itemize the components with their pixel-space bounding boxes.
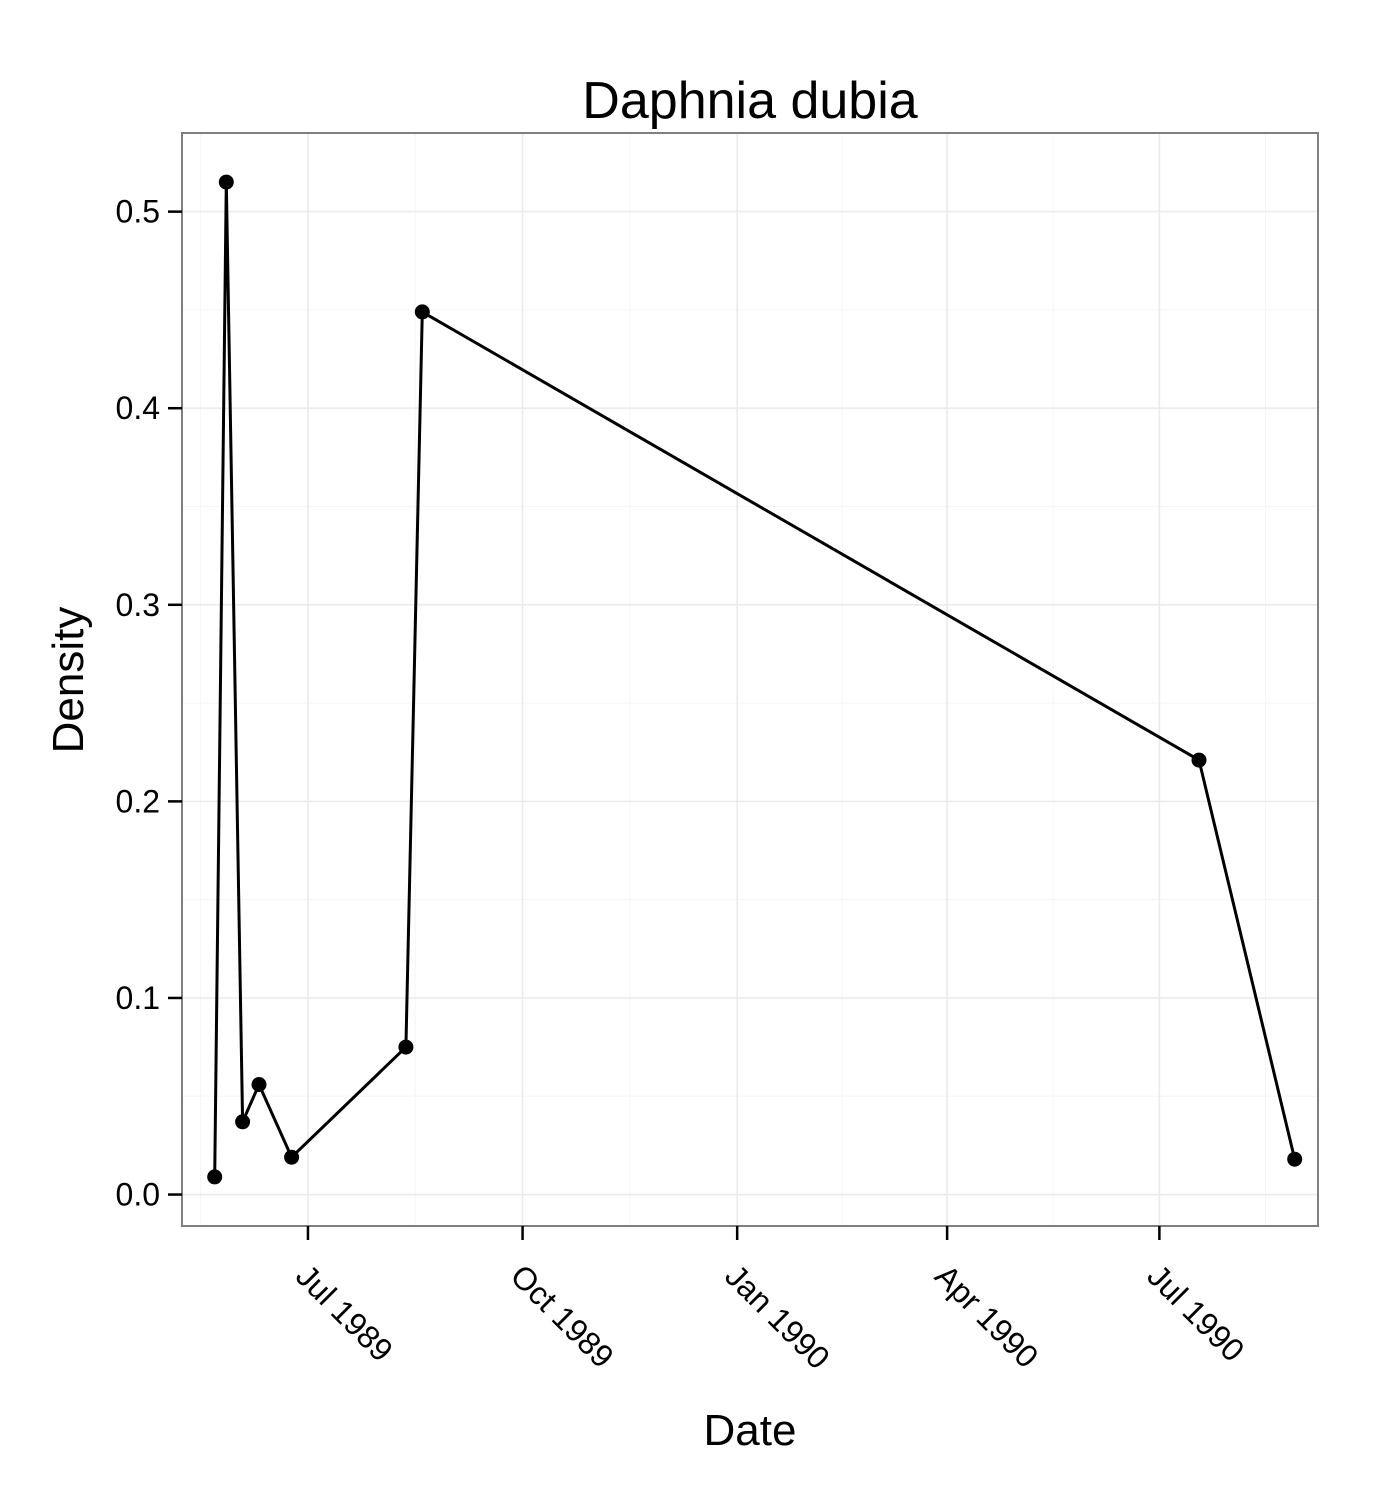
y-axis: 0.0 0.1 0.2 0.3 0.4 0.5 (116, 194, 182, 1213)
y-tick-label: 0.3 (116, 587, 160, 623)
data-point (251, 1077, 267, 1092)
data-point (207, 1169, 223, 1185)
data-point (235, 1114, 251, 1130)
major-grid (182, 133, 1318, 1226)
data-point (398, 1039, 414, 1055)
plot-panel (181, 132, 1319, 1227)
y-tick-label: 0.1 (116, 980, 160, 1016)
x-axis-title: Date (704, 1406, 797, 1455)
panel-background (182, 133, 1318, 1226)
data-point (1191, 752, 1207, 768)
chart-title: Daphnia dubia (582, 72, 917, 130)
y-tick-label: 0.0 (116, 1177, 160, 1213)
data-point (284, 1149, 300, 1165)
panel-border (181, 132, 1319, 1227)
data-point (218, 174, 234, 190)
y-axis-title: Density (44, 607, 93, 754)
data-point (1287, 1151, 1303, 1167)
series-layer (207, 174, 1303, 1185)
y-tick-label: 0.5 (116, 194, 160, 230)
y-tick-label: 0.2 (116, 783, 160, 819)
data-point (414, 304, 430, 320)
y-tick-label: 0.4 (116, 390, 160, 426)
